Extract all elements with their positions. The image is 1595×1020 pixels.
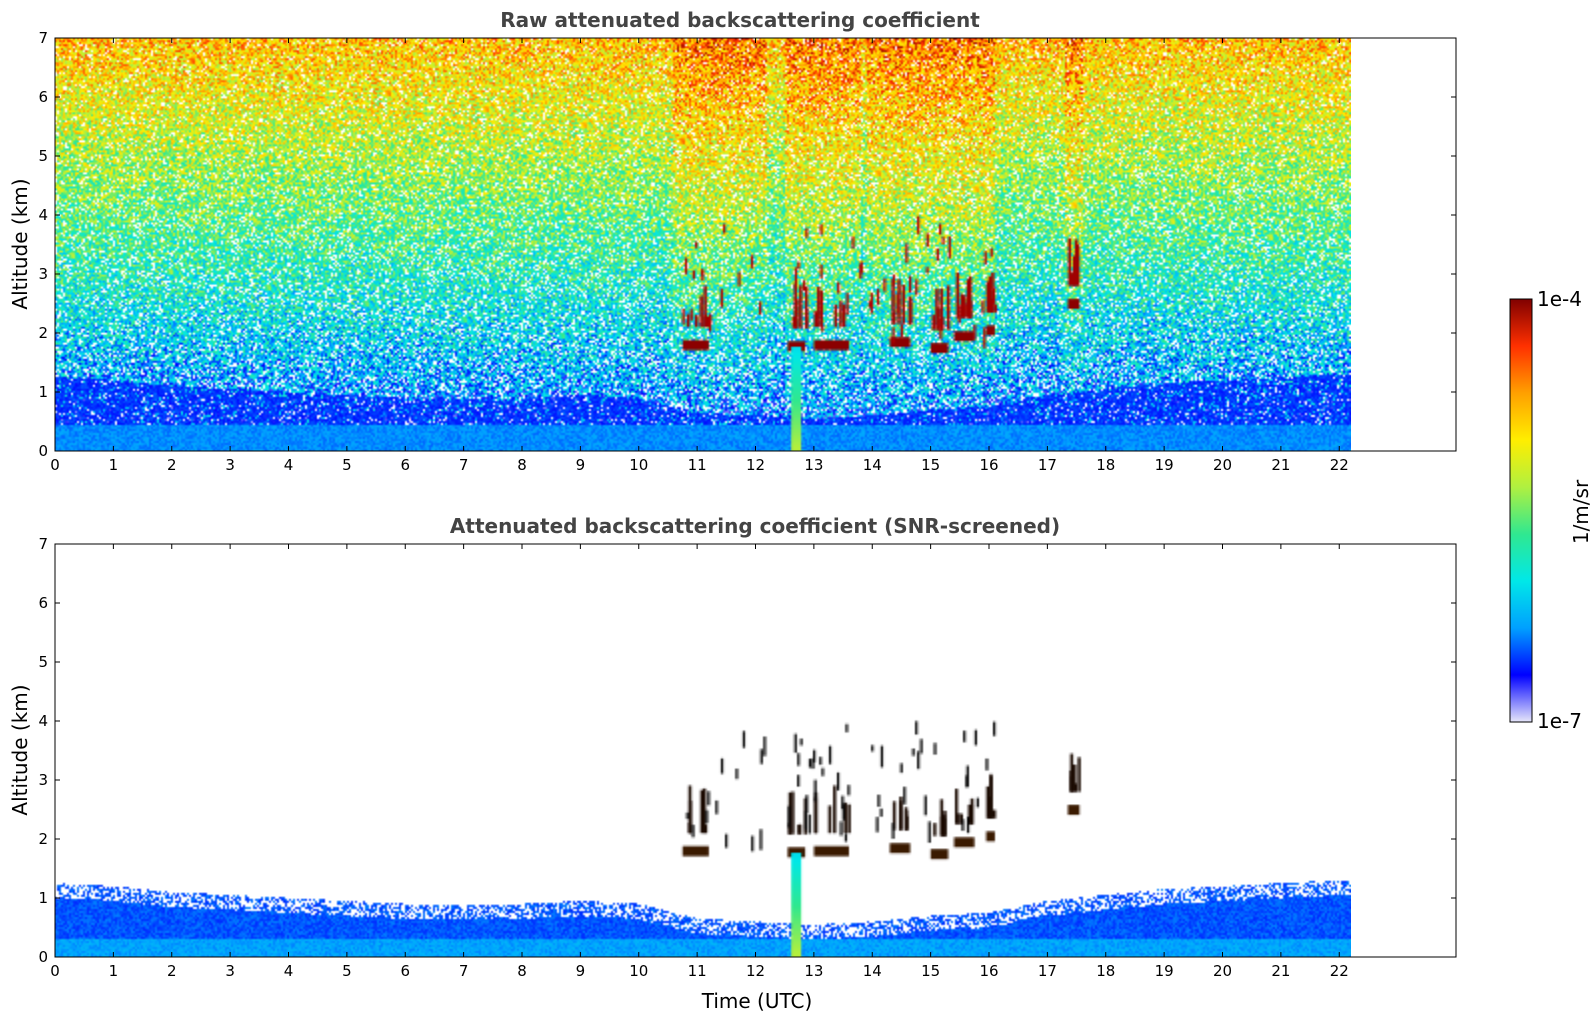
y-tick-label: 0	[38, 948, 48, 966]
panel-title-screened: Attenuated backscattering coefficient (S…	[450, 514, 1060, 538]
snr-screened-panel: Attenuated backscattering coefficient (S…	[8, 514, 1457, 1013]
raw-backscatter-panel: Raw attenuated backscattering coefficien…	[8, 8, 1457, 474]
ylabel-screened: Altitude (km)	[8, 684, 32, 815]
axis-ticks-raw: 0 1 2 3 4 5 6 7 8 9 10 11 12 13 14 15 16 17 18 19 20 21 220123…	[38, 29, 1456, 474]
x-tick-label: 12	[746, 962, 765, 980]
x-tick-label: 8	[517, 962, 527, 980]
x-tick-label: 6	[400, 962, 410, 980]
x-tick-label: 15	[921, 962, 940, 980]
x-tick-label: 20	[1213, 962, 1232, 980]
x-tick-label: 16	[979, 456, 998, 474]
colorbar: 1e-4 1e-7 1/m/sr	[1509, 287, 1593, 733]
x-tick-label: 13	[804, 456, 823, 474]
colorbar-min-label: 1e-7	[1537, 709, 1582, 733]
x-tick-label: 22	[1330, 456, 1349, 474]
x-tick-label: 4	[284, 456, 294, 474]
colorbar-unit-label: 1/m/sr	[1569, 479, 1593, 544]
x-tick-label: 17	[1038, 962, 1057, 980]
panel-title-raw: Raw attenuated backscattering coefficien…	[500, 8, 980, 32]
x-tick-label: 21	[1271, 962, 1290, 980]
x-tick-label: 13	[804, 962, 823, 980]
x-tick-label: 19	[1155, 962, 1174, 980]
y-tick-label: 2	[38, 324, 48, 342]
x-tick-label: 6	[400, 456, 410, 474]
x-tick-label: 9	[576, 962, 586, 980]
x-tick-label: 14	[863, 456, 882, 474]
y-tick-label: 0	[38, 442, 48, 460]
x-tick-label: 17	[1038, 456, 1057, 474]
x-tick-label: 10	[629, 456, 648, 474]
snr-screened-heatmap	[55, 544, 1351, 957]
x-tick-label: 16	[979, 962, 998, 980]
y-tick-label: 6	[38, 594, 48, 612]
x-tick-label: 3	[225, 962, 235, 980]
x-tick-label: 0	[50, 456, 60, 474]
x-tick-label: 14	[863, 962, 882, 980]
colorbar-gradient	[1509, 298, 1533, 723]
x-tick-label: 4	[284, 962, 294, 980]
colorbar-max-label: 1e-4	[1537, 287, 1582, 311]
x-tick-label: 8	[517, 456, 527, 474]
x-tick-label: 7	[459, 962, 469, 980]
y-tick-label: 1	[38, 889, 48, 907]
x-tick-label: 9	[576, 456, 586, 474]
x-tick-label: 7	[459, 456, 469, 474]
y-tick-label: 7	[38, 535, 48, 553]
y-tick-label: 5	[38, 147, 48, 165]
raw-backscatter-heatmap	[55, 38, 1351, 451]
axis-ticks-screened: 0 1 2 3 4 5 6 7 8 9 10 11 12 13 14 15 16 17 18 19 20 21 220123…	[38, 535, 1456, 980]
y-tick-label: 3	[38, 771, 48, 789]
x-tick-label: 5	[342, 962, 352, 980]
y-tick-label: 3	[38, 265, 48, 283]
x-tick-label: 12	[746, 456, 765, 474]
x-tick-label: 11	[688, 456, 707, 474]
x-tick-label: 1	[109, 456, 119, 474]
x-tick-label: 0	[50, 962, 60, 980]
xlabel-time: Time (UTC)	[701, 989, 813, 1013]
y-tick-label: 1	[38, 383, 48, 401]
ylabel-raw: Altitude (km)	[8, 178, 32, 309]
x-tick-label: 1	[109, 962, 119, 980]
x-tick-label: 19	[1155, 456, 1174, 474]
y-tick-label: 4	[38, 206, 48, 224]
y-tick-label: 4	[38, 712, 48, 730]
x-tick-label: 22	[1330, 962, 1349, 980]
x-tick-label: 21	[1271, 456, 1290, 474]
y-tick-label: 7	[38, 29, 48, 47]
x-tick-label: 2	[167, 962, 177, 980]
x-tick-label: 18	[1096, 456, 1115, 474]
x-tick-label: 18	[1096, 962, 1115, 980]
x-tick-label: 3	[225, 456, 235, 474]
x-tick-label: 20	[1213, 456, 1232, 474]
x-tick-label: 5	[342, 456, 352, 474]
x-tick-label: 11	[688, 962, 707, 980]
y-tick-label: 5	[38, 653, 48, 671]
y-tick-label: 2	[38, 830, 48, 848]
x-tick-label: 15	[921, 456, 940, 474]
x-tick-label: 10	[629, 962, 648, 980]
x-tick-label: 2	[167, 456, 177, 474]
y-tick-label: 6	[38, 88, 48, 106]
